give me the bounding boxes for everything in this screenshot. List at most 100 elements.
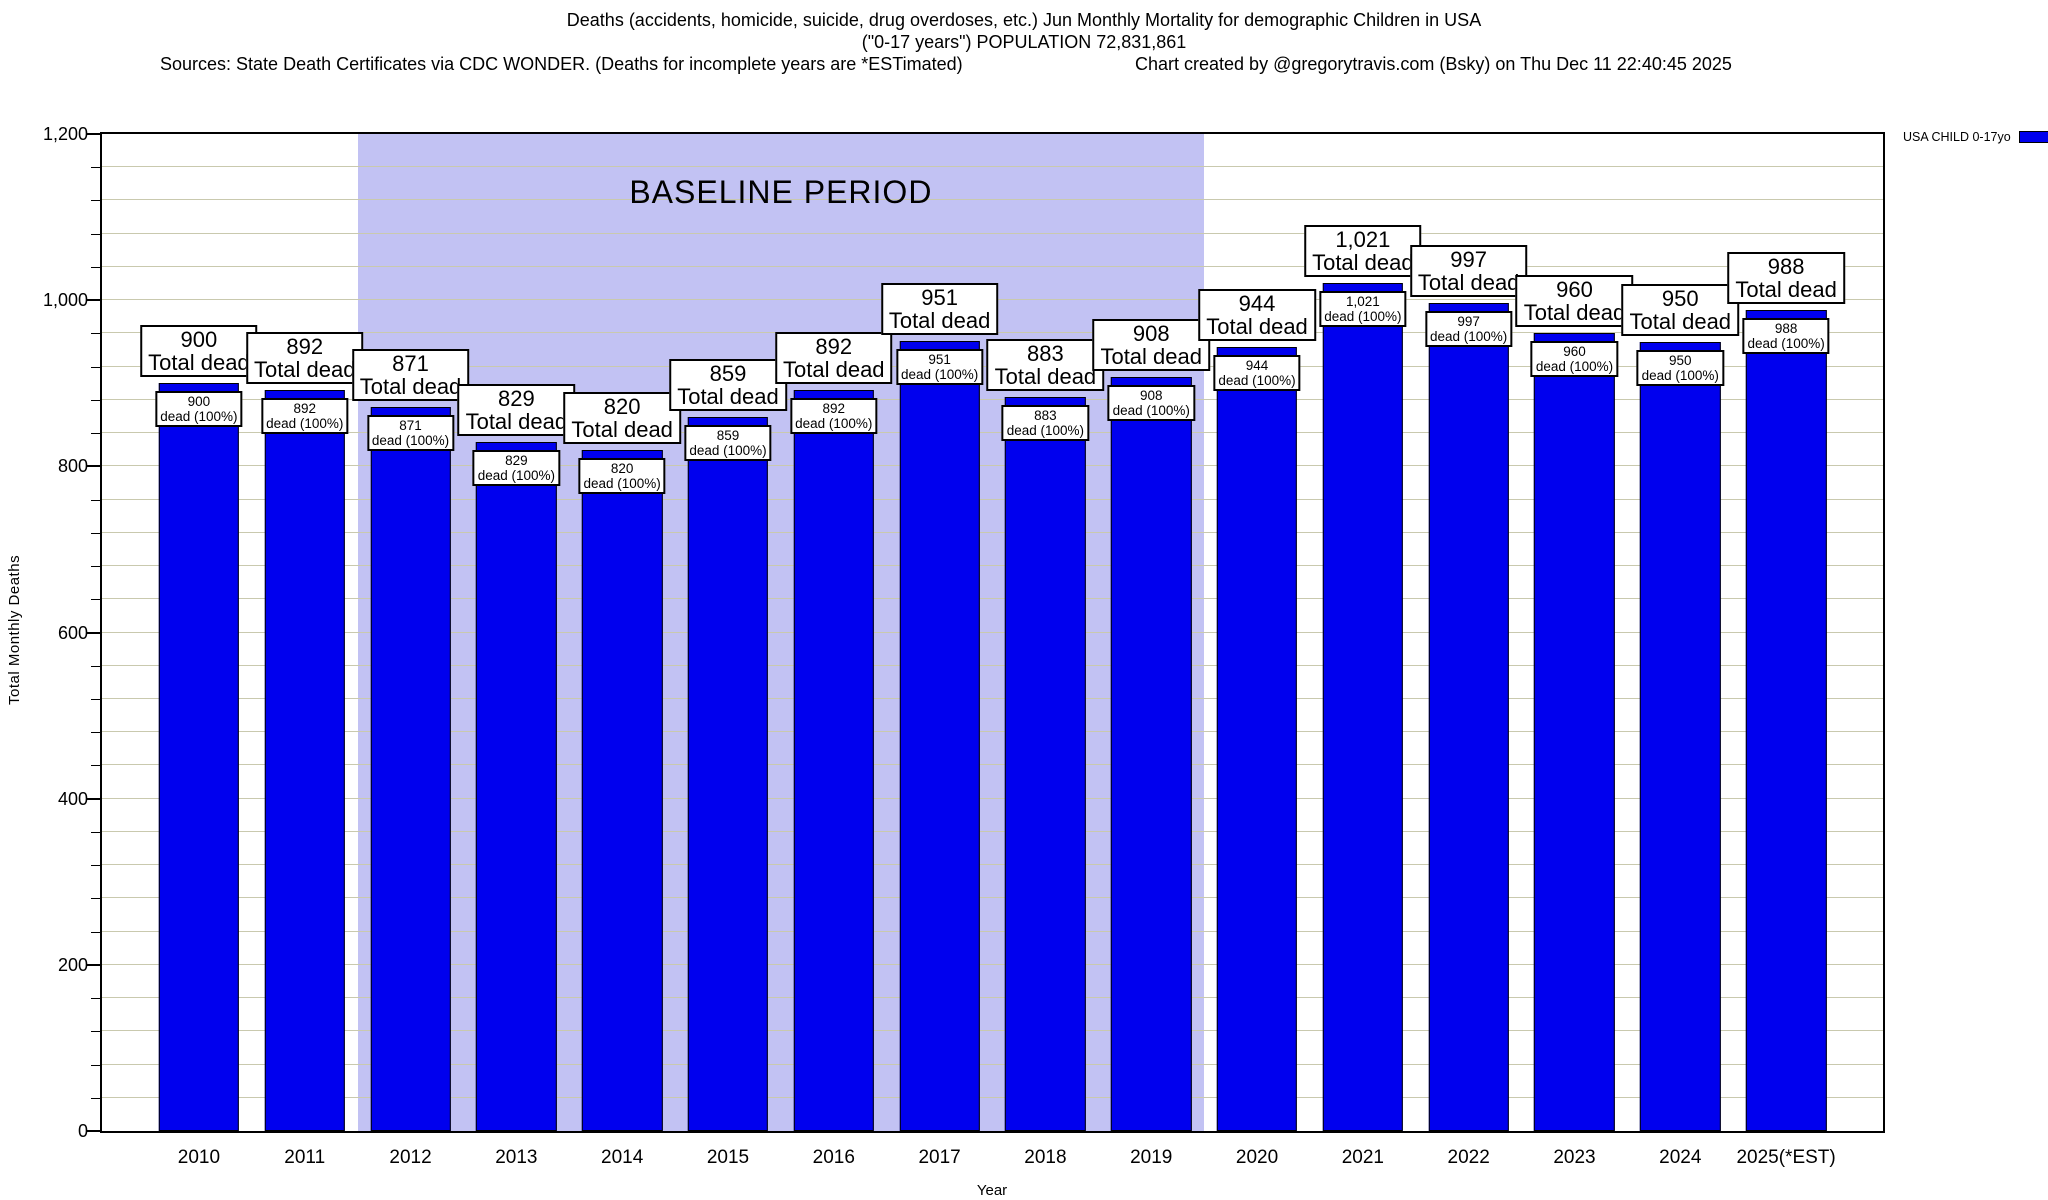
bar-total-annotation-2022: 997 Total dead xyxy=(1409,245,1528,297)
gridline xyxy=(102,531,1883,533)
bar-inner-annotation-2020: 944 dead (100%) xyxy=(1213,355,1301,391)
bar-slot-2022: 997 dead (100%) 997 Total dead 2022 xyxy=(1409,134,1528,1168)
chart-sources: Sources: State Death Certificates via CD… xyxy=(160,54,963,74)
y-major-tick xyxy=(86,299,100,302)
chart-title-line2: ("0-17 years") POPULATION 72,831,861 xyxy=(861,32,1187,52)
bar-slot-2018: 883 dead (100%) 883 Total dead 2018 xyxy=(986,134,1105,1168)
bar-inner-annotation-2016: 892 dead (100%) xyxy=(790,398,878,434)
y-tick-label: 600 xyxy=(57,622,88,643)
x-tick-label-2024: 2024 xyxy=(1659,1147,1702,1168)
bar-slot-2020: 944 dead (100%) 944 Total dead 2020 xyxy=(1198,134,1316,1168)
bar-2010 xyxy=(158,383,240,1131)
bar-slot-2015: 859 dead (100%) 859 Total dead 2015 xyxy=(669,134,787,1168)
y-minor-tick xyxy=(91,266,100,268)
bar-2022 xyxy=(1428,303,1509,1131)
y-minor-tick xyxy=(91,233,100,235)
y-minor-tick xyxy=(91,1097,100,1099)
gridline xyxy=(102,265,1883,267)
x-tick-label-2021: 2021 xyxy=(1341,1147,1384,1168)
y-minor-tick xyxy=(91,599,100,601)
legend: USA CHILD 0-17yo xyxy=(1903,130,2048,144)
bar-inner-annotation-2023: 960 dead (100%) xyxy=(1530,341,1619,377)
bar-slot-2011: 892 dead (100%) 892 Total dead 2011 xyxy=(245,134,364,1168)
gridline xyxy=(102,963,1883,965)
gridline xyxy=(102,1096,1883,1098)
bar-inner-annotation-2012: 871 dead (100%) xyxy=(366,415,455,451)
bars-container: 900 dead (100%) 900 Total dead 2010 892 dead (… xyxy=(102,134,1883,1168)
chart-credit: Chart created by @gregorytravis.com (Bsk… xyxy=(1135,54,1732,74)
bar-2023 xyxy=(1534,333,1615,1131)
bar-inner-annotation-2019: 908 dead (100%) xyxy=(1107,385,1195,421)
bar-inner-annotation-2011: 892 dead (100%) xyxy=(261,398,349,434)
bar-total-annotation-2015: 859 Total dead xyxy=(669,359,787,411)
gridline xyxy=(102,1030,1883,1032)
legend-swatch xyxy=(2018,131,2048,143)
x-tick-label-2022: 2022 xyxy=(1447,1147,1490,1168)
y-tick-label: 0 xyxy=(77,1121,88,1141)
y-major-tick xyxy=(86,963,100,966)
bar-2017 xyxy=(899,341,980,1131)
y-minor-tick xyxy=(91,898,100,900)
y-tick-label: 400 xyxy=(57,788,88,809)
y-minor-tick xyxy=(91,366,100,368)
y-minor-tick xyxy=(91,532,100,534)
gridline xyxy=(102,598,1883,600)
bar-total-annotation-2021: 1,021 Total dead xyxy=(1304,225,1422,277)
y-minor-tick xyxy=(91,865,100,867)
gridline xyxy=(102,830,1883,832)
bar-inner-annotation-2022: 997 dead (100%) xyxy=(1425,311,1513,347)
bar-slot-2019: 908 dead (100%) 908 Total dead 2019 xyxy=(1092,134,1210,1168)
gridline xyxy=(102,697,1883,699)
bar-2011 xyxy=(264,390,345,1131)
bar-2015 xyxy=(687,417,769,1131)
bar-total-annotation-2012: 871 Total dead xyxy=(351,349,470,401)
gridline xyxy=(102,897,1883,899)
x-tick-label-2025(*EST): 2025(*EST) xyxy=(1736,1147,1836,1168)
y-minor-tick xyxy=(91,333,100,335)
bar-inner-annotation-2021: 1,021 dead (100%) xyxy=(1319,291,1407,327)
bar-slot-2023: 960 dead (100%) 960 Total dead 2023 xyxy=(1515,134,1634,1168)
x-tick-label-2013: 2013 xyxy=(495,1147,538,1168)
gridline xyxy=(102,199,1883,201)
plot-area: BASELINE PERIOD 900 dead (100%) 900 Total d… xyxy=(100,132,1885,1168)
bar-total-annotation-2011: 892 Total dead xyxy=(245,332,364,384)
gridline xyxy=(102,631,1883,633)
bar-slot-2016: 892 dead (100%) 892 Total dead 2016 xyxy=(775,134,893,1168)
gridline xyxy=(102,565,1883,567)
x-tick-label-2023: 2023 xyxy=(1553,1147,1596,1168)
bar-total-annotation-2019: 908 Total dead xyxy=(1092,319,1210,371)
y-minor-tick xyxy=(91,499,100,501)
gridline xyxy=(102,398,1883,400)
y-minor-tick xyxy=(91,831,100,833)
bar-2020 xyxy=(1216,347,1298,1131)
bar-total-annotation-2020: 944 Total dead xyxy=(1198,289,1316,341)
baseline-period-label: BASELINE PERIOD xyxy=(629,174,933,210)
gridline xyxy=(102,664,1883,666)
y-major-tick xyxy=(86,1130,100,1132)
y-minor-tick xyxy=(91,399,100,401)
bar-2025(*EST) xyxy=(1745,310,1827,1131)
gridline xyxy=(102,930,1883,932)
x-tick-label-2020: 2020 xyxy=(1235,1147,1279,1168)
bar-total-annotation-2016: 892 Total dead xyxy=(775,332,893,384)
y-tick-label: 200 xyxy=(57,954,88,975)
bar-inner-annotation-2010: 900 dead (100%) xyxy=(155,391,243,427)
bar-2024 xyxy=(1640,342,1721,1131)
gridline xyxy=(102,1063,1883,1065)
bar-2019 xyxy=(1111,377,1192,1131)
bar-2016 xyxy=(793,390,874,1131)
x-tick-label-2018: 2018 xyxy=(1024,1147,1067,1168)
y-minor-tick xyxy=(91,566,100,568)
y-major-tick xyxy=(86,133,100,135)
gridline xyxy=(102,731,1883,733)
bar-slot-2010: 900 dead (100%) 900 Total dead 2010 xyxy=(140,134,258,1168)
y-minor-tick xyxy=(91,732,100,734)
bar-inner-annotation-2025(*EST): 988 dead (100%) xyxy=(1742,318,1830,354)
gridline xyxy=(102,764,1883,766)
x-tick-label-2010: 2010 xyxy=(177,1147,221,1168)
bar-total-annotation-2017: 951 Total dead xyxy=(880,283,999,335)
y-tick-label: 800 xyxy=(57,456,88,477)
gridline xyxy=(102,864,1883,866)
bar-inner-annotation-2014: 820 dead (100%) xyxy=(578,458,666,494)
x-tick-label-2014: 2014 xyxy=(601,1147,644,1168)
